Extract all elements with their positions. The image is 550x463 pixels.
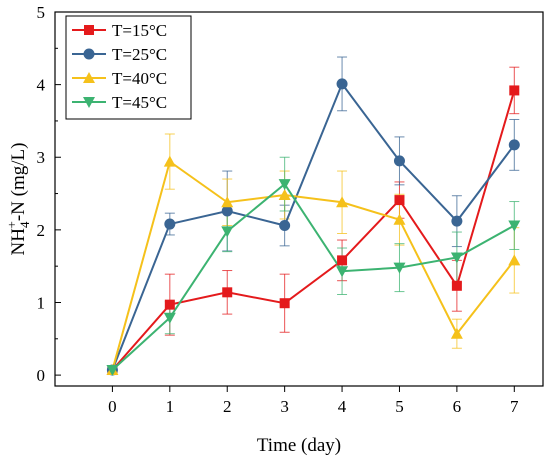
x-tick-label: 0 xyxy=(108,397,117,416)
y-tick-label: 5 xyxy=(37,3,46,22)
data-point xyxy=(394,195,405,206)
data-point xyxy=(278,189,291,201)
legend-marker xyxy=(83,72,95,83)
y-axis-title-sub: 4 xyxy=(17,221,32,228)
series-markers xyxy=(106,78,521,377)
legend-label: T=15°C xyxy=(112,21,167,40)
legend-marker xyxy=(84,25,94,35)
data-point xyxy=(337,255,348,266)
legend: T=15°C T=25°C T=40°C T=45°C xyxy=(65,15,192,120)
data-point xyxy=(450,252,463,264)
series-lines xyxy=(111,81,516,371)
x-tick-label: 6 xyxy=(453,397,462,416)
data-point xyxy=(451,215,463,227)
y-tick-label: 3 xyxy=(37,148,46,167)
data-point xyxy=(509,85,520,96)
series-line-4 xyxy=(111,182,515,371)
legend-marker xyxy=(83,97,95,108)
data-point xyxy=(221,205,233,217)
y-axis-ticks: 0 1 2 3 4 5 xyxy=(37,3,61,385)
y-tick-label: 0 xyxy=(37,366,46,385)
series-line-3 xyxy=(111,159,516,371)
data-point xyxy=(163,155,176,167)
data-point xyxy=(393,262,406,274)
data-point xyxy=(221,226,234,238)
y-tick-label: 4 xyxy=(37,76,46,95)
y-axis-title: NH4+-N (mg/L) xyxy=(4,143,32,256)
data-point xyxy=(164,299,175,310)
y-axis-title-sup: + xyxy=(4,221,19,228)
data-point xyxy=(450,327,463,339)
legend-label: T=45°C xyxy=(112,93,167,112)
y-tick-label: 2 xyxy=(37,221,46,240)
x-tick-label: 7 xyxy=(510,397,519,416)
data-point xyxy=(163,312,176,324)
data-point xyxy=(508,139,520,151)
legend-label: T=25°C xyxy=(112,45,167,64)
data-point xyxy=(279,220,291,232)
x-tick-label: 2 xyxy=(223,397,232,416)
data-point xyxy=(508,254,521,266)
data-point xyxy=(279,298,290,309)
data-point xyxy=(106,365,119,377)
data-point xyxy=(508,220,521,232)
data-point xyxy=(393,155,405,167)
plot-frame xyxy=(54,11,544,387)
y-axis-title-prefix: NH xyxy=(8,228,29,256)
x-tick-label: 1 xyxy=(166,397,175,416)
data-point xyxy=(336,78,348,90)
legend-marker xyxy=(83,48,95,60)
data-point xyxy=(164,218,176,230)
data-point xyxy=(336,266,349,278)
y-tick-label: 1 xyxy=(37,293,46,312)
data-point xyxy=(222,287,233,298)
data-point xyxy=(393,213,406,225)
x-tick-label: 3 xyxy=(280,397,289,416)
x-tick-label: 5 xyxy=(395,397,404,416)
series-line-2 xyxy=(111,81,516,371)
y-axis-title-suffix: -N (mg/L) xyxy=(8,143,29,222)
data-point xyxy=(451,280,462,291)
x-tick-label: 4 xyxy=(338,397,347,416)
data-point xyxy=(278,179,291,191)
x-axis-title: Time (day) xyxy=(257,435,341,456)
data-point xyxy=(336,196,349,208)
data-point xyxy=(221,196,234,208)
legend-label: T=40°C xyxy=(112,69,167,88)
x-axis-ticks: 0 1 2 3 4 5 6 7 xyxy=(108,386,519,416)
